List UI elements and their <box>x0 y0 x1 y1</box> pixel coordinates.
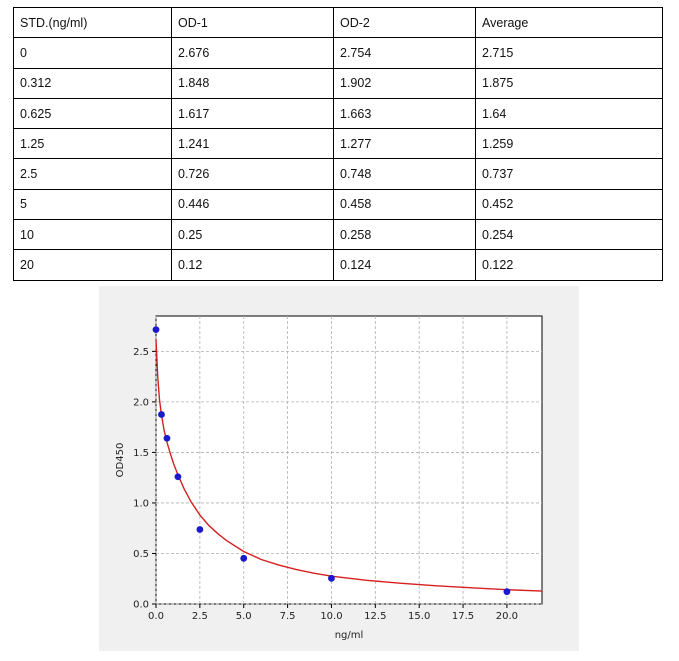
grid-lines <box>155 316 542 605</box>
table-cell: 1.875 <box>475 67 663 99</box>
x-axis-label: ng/ml <box>335 630 364 641</box>
y-tick-label: 0.0 <box>133 600 149 611</box>
x-tick-label: 12.5 <box>364 611 386 622</box>
data-point <box>196 526 204 533</box>
standard-curve-table: STD.(ng/ml) OD-1 OD-2 Average 0 2.676 2.754 2.7… <box>13 6 663 281</box>
table-cell: 0.124 <box>333 249 476 281</box>
table-header-cell: OD-2 <box>333 6 476 39</box>
data-point <box>328 574 335 582</box>
table-cell: 0.452 <box>475 188 663 221</box>
table-cell: 1.25 <box>13 128 172 160</box>
table-cell: 0.12 <box>171 249 334 281</box>
table-cell: 0.446 <box>171 188 334 221</box>
y-axis-label: OD450 <box>115 443 126 478</box>
table-cell: 1.259 <box>475 128 663 160</box>
table-row: 10 0.25 0.258 0.254 <box>13 219 663 251</box>
table-cell: 0.737 <box>475 158 663 190</box>
table-row: 0 2.676 2.754 2.715 <box>13 37 663 69</box>
table-header-cell: STD.(ng/ml) <box>13 6 172 39</box>
x-tick-label: 5.0 <box>236 611 252 622</box>
table-cell: 1.617 <box>171 97 334 130</box>
x-tick-label: 7.5 <box>280 611 296 622</box>
table-cell: 1.663 <box>333 97 476 130</box>
y-tick-label: 1.0 <box>133 498 149 509</box>
table-cell: 20 <box>13 249 172 281</box>
data-point <box>240 554 248 562</box>
table-cell: 2.715 <box>475 37 663 69</box>
table-cell: 0 <box>13 37 172 69</box>
table-cell: 1.241 <box>171 128 334 160</box>
table-cell: 2.754 <box>333 37 476 69</box>
table-cell: 0.726 <box>171 158 334 190</box>
table-cell: 0.25 <box>171 219 334 251</box>
data-point <box>152 326 160 334</box>
table-cell: 0.254 <box>475 219 663 251</box>
plot-area <box>155 315 543 605</box>
y-tick-label: 2.5 <box>133 347 149 358</box>
table-cell: 1.848 <box>171 67 334 99</box>
fit-curve <box>155 339 543 592</box>
table-row: 0.312 1.848 1.902 1.875 <box>13 67 663 99</box>
table-header-cell: Average <box>475 6 663 39</box>
x-tick-label: 2.5 <box>192 611 208 622</box>
data-points <box>152 326 511 596</box>
x-tick-label: 20.0 <box>496 611 518 622</box>
y-tick-label: 0.5 <box>133 549 149 560</box>
data-point <box>503 588 511 596</box>
x-tick-label: 15.0 <box>408 611 430 622</box>
y-tick-label: 1.5 <box>133 448 149 459</box>
table-cell: 2.5 <box>13 158 172 190</box>
standard-curve-chart: 0.0 2.5 5.0 7.5 10.0 12.5 15.0 17.5 20.0 0.0 0.5 1.… <box>99 286 579 651</box>
table-cell: 2.676 <box>171 37 334 69</box>
table-cell: 1.64 <box>475 97 663 130</box>
table-cell: 0.122 <box>475 249 663 281</box>
data-point <box>163 434 171 442</box>
y-tick-label: 2.0 <box>133 397 149 408</box>
axis-ticks: 0.0 2.5 5.0 7.5 10.0 12.5 15.0 17.5 20.0 0.0 0.5 1.… <box>133 347 518 622</box>
x-tick-label: 10.0 <box>320 611 342 622</box>
data-point <box>174 473 182 481</box>
table-cell: 5 <box>13 188 172 221</box>
table-row: 20 0.12 0.124 0.122 <box>13 249 663 281</box>
table-cell: 10 <box>13 219 172 251</box>
table-header-cell: OD-1 <box>171 6 334 39</box>
table-row: 2.5 0.726 0.748 0.737 <box>13 158 663 190</box>
table-row: 1.25 1.241 1.277 1.259 <box>13 128 663 160</box>
table-cell: 0.258 <box>333 219 476 251</box>
table-cell: 0.312 <box>13 67 172 99</box>
data-point <box>158 411 165 418</box>
table-cell: 0.458 <box>333 188 476 221</box>
table-cell: 1.902 <box>333 67 476 99</box>
table-cell: 0.748 <box>333 158 476 190</box>
x-tick-label: 0.0 <box>148 611 164 622</box>
table-row: 0.625 1.617 1.663 1.64 <box>13 97 663 130</box>
table-cell: 1.277 <box>333 128 476 160</box>
table-header-row: STD.(ng/ml) OD-1 OD-2 Average <box>13 6 663 39</box>
table-row: 5 0.446 0.458 0.452 <box>13 188 663 221</box>
x-tick-label: 17.5 <box>452 611 474 622</box>
table-cell: 0.625 <box>13 97 172 130</box>
